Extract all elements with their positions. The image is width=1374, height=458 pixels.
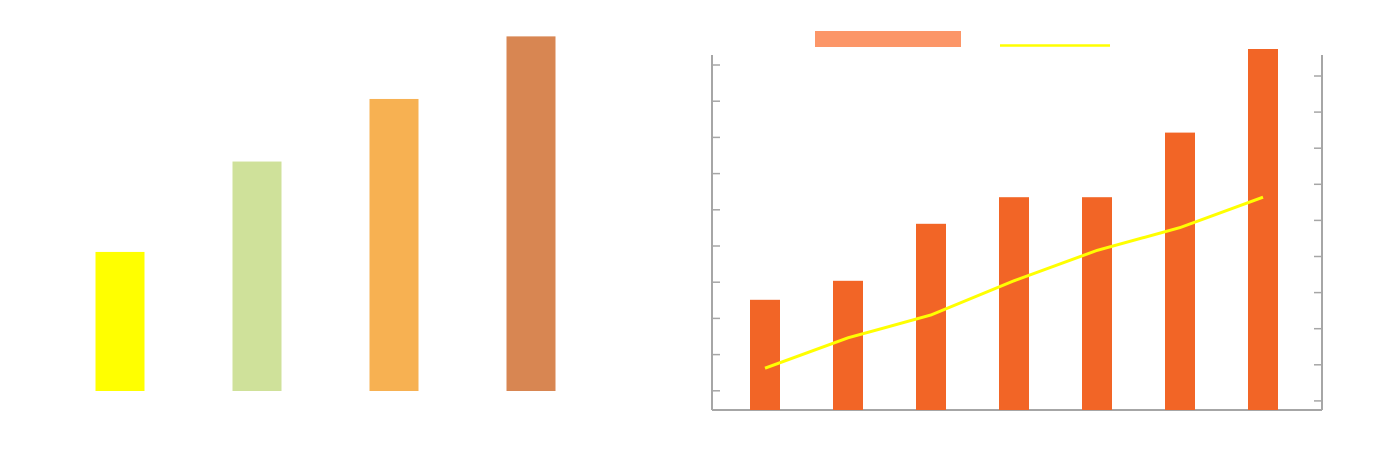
bar — [1248, 49, 1278, 410]
bar — [369, 98, 419, 391]
legend-swatch-bar — [815, 31, 961, 47]
right-combo-chart — [711, 31, 1323, 411]
bar — [999, 197, 1029, 410]
bar — [750, 299, 780, 410]
line-series — [764, 195, 1264, 370]
bar — [1082, 197, 1112, 410]
bar — [833, 280, 863, 410]
bar — [1165, 132, 1195, 410]
bar — [232, 161, 282, 391]
left-bar-chart — [95, 36, 556, 391]
bar — [95, 251, 145, 391]
bar — [506, 36, 556, 391]
